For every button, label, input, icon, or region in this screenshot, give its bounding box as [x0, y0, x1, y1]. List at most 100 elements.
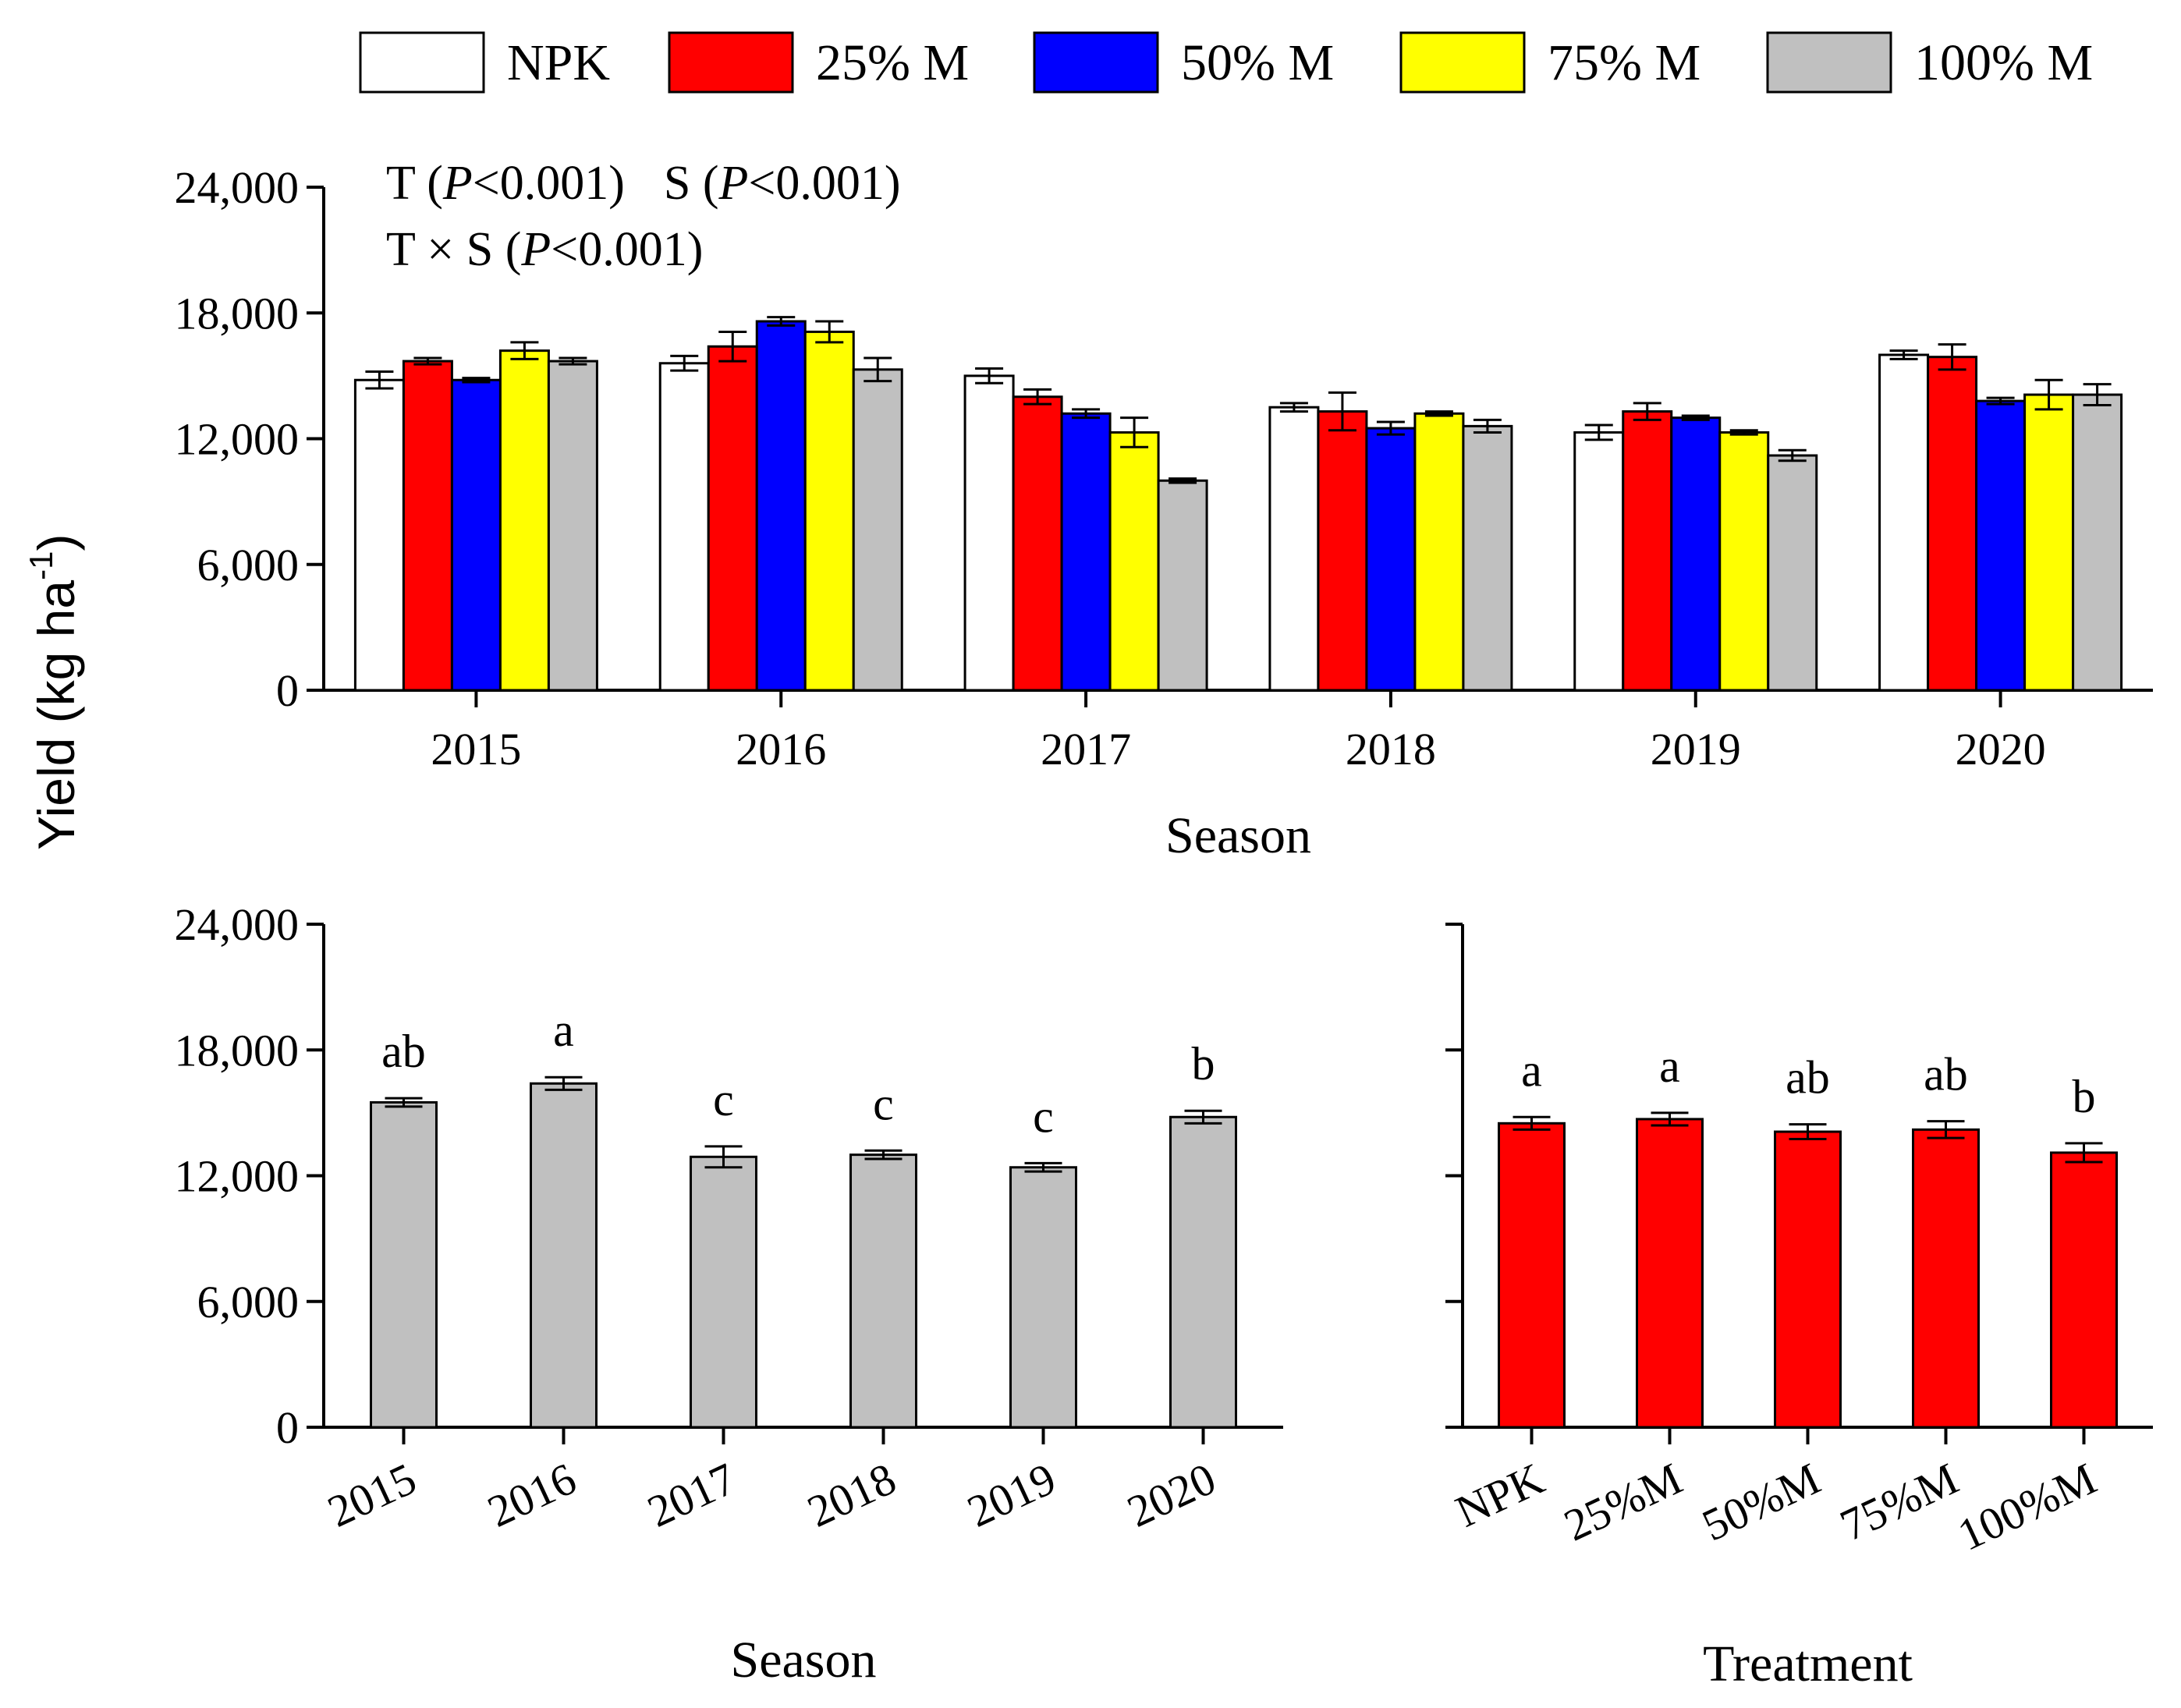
- top-bar-0-4: [547, 360, 598, 692]
- top-bar-2-4: [1157, 479, 1208, 692]
- bl-ytick-label-0: 0: [276, 1402, 299, 1453]
- bottom-right-panel: a NPK a 25%M ab 50%M ab 75%M b 100%M Treatment: [1445, 923, 2153, 1692]
- bottom-left-panel: 0 6,000 12,000 18,000 24,000 ab 2015 a 2016 c 2017…: [175, 899, 1283, 1689]
- br-bar-4: [2050, 1151, 2118, 1429]
- legend-swatch-2: [1033, 31, 1159, 94]
- bl-letter-1: a: [553, 1005, 574, 1056]
- top-bar-4-0: [1573, 431, 1625, 692]
- top-bar-4-1: [1622, 410, 1673, 692]
- stats-t: T (: [386, 157, 443, 210]
- bl-letter-5: b: [1192, 1038, 1215, 1090]
- br-xtick-label-1: 25%M: [1556, 1453, 1690, 1551]
- legend-label-4: 100% M: [1914, 34, 2093, 91]
- y-axis-title-sup: -1: [23, 551, 59, 580]
- bl-ytick-label-2: 12,000: [175, 1151, 300, 1202]
- top-bar-4-4: [1767, 454, 1818, 692]
- bl-xtick-label-1: 2016: [480, 1453, 583, 1537]
- br-bar-3: [1912, 1128, 1980, 1429]
- br-letter-0: a: [1521, 1044, 1542, 1096]
- top-bar-1-2: [755, 320, 807, 692]
- legend-label-1: 25% M: [816, 34, 969, 91]
- stats-s: S (: [664, 157, 719, 210]
- top-bar-5-1: [1927, 356, 1978, 692]
- top-bar-3-4: [1462, 424, 1513, 692]
- bl-bar-3: [849, 1153, 917, 1429]
- br-bar-0: [1498, 1122, 1566, 1429]
- y-axis-title-close: ): [27, 534, 85, 551]
- top-bar-3-0: [1268, 406, 1320, 692]
- bl-bar-4: [1009, 1166, 1077, 1429]
- br-x-axis-title: Treatment: [1703, 1635, 1913, 1692]
- stats-p3: P: [520, 223, 551, 276]
- bl-bar-5: [1169, 1115, 1237, 1429]
- stats-s-value: <0.001): [748, 157, 900, 210]
- bl-x-axis-title: Season: [731, 1632, 877, 1689]
- bl-letter-0: ab: [381, 1026, 426, 1077]
- top-ytick-label-0: 0: [276, 665, 299, 716]
- top-bar-5-0: [1878, 353, 1930, 692]
- top-xtick-label-4: 2019: [1651, 724, 1741, 774]
- bl-xtick-label-4: 2019: [959, 1453, 1063, 1537]
- br-letter-1: a: [1659, 1040, 1680, 1092]
- bl-letter-3: c: [873, 1078, 894, 1129]
- top-x-axis-title: Season: [1165, 807, 1311, 864]
- top-bar-5-2: [1975, 399, 2027, 692]
- bl-bar-0: [370, 1100, 438, 1429]
- y-axis-title-text: Yield (kg ha: [27, 580, 85, 850]
- stats-line-1: T (P<0.001) S (P<0.001): [386, 157, 901, 210]
- top-ytick-label-3: 18,000: [175, 288, 300, 338]
- br-xtick-label-3: 75%M: [1832, 1453, 1966, 1551]
- top-ytick-label-4: 24,000: [175, 162, 300, 213]
- top-bar-4-3: [1718, 431, 1770, 692]
- legend-swatch-4: [1766, 31, 1892, 94]
- top-bar-0-3: [498, 349, 550, 692]
- legend-swatch-3: [1399, 31, 1526, 94]
- top-bar-2-2: [1060, 412, 1112, 692]
- br-letter-4: b: [2073, 1071, 2096, 1122]
- legend-swatch-0: [359, 31, 485, 94]
- bl-letter-2: c: [713, 1074, 734, 1125]
- top-xtick-label-3: 2018: [1346, 724, 1436, 774]
- bl-ytick-label-4: 24,000: [175, 899, 300, 950]
- top-xtick-label-0: 2015: [431, 724, 521, 774]
- br-bar-2: [1774, 1130, 1842, 1429]
- br-letter-2: ab: [1786, 1052, 1830, 1104]
- top-bar-0-1: [402, 360, 453, 692]
- bl-bar-1: [530, 1082, 598, 1429]
- stats-p: P: [442, 157, 473, 210]
- top-xtick-label-5: 2020: [1956, 724, 2046, 774]
- legend: NPK 25% M 50% M 75% M 100% M: [359, 31, 2093, 94]
- top-xtick-label-2: 2017: [1041, 724, 1131, 774]
- stats-p2: P: [718, 157, 749, 210]
- stats-line-2: T × S (P<0.001): [386, 223, 703, 276]
- top-ytick-label-2: 12,000: [175, 414, 300, 465]
- bl-ytick-label-1: 6,000: [197, 1277, 300, 1327]
- br-xtick-label-2: 50%M: [1694, 1453, 1828, 1551]
- br-xtick-label-4: 100%M: [1950, 1453, 2104, 1561]
- stats-txs-value: <0.001): [551, 223, 703, 276]
- top-bar-0-2: [450, 378, 502, 692]
- top-bar-4-2: [1670, 416, 1722, 692]
- y-axis-title: Yield (kg ha-1): [23, 534, 85, 850]
- bl-ytick-label-3: 18,000: [175, 1025, 300, 1075]
- top-bar-5-3: [2023, 393, 2075, 692]
- stats-txs: T × S (: [386, 223, 521, 276]
- top-xtick-label-1: 2016: [736, 724, 826, 774]
- bl-xtick-label-2: 2017: [640, 1453, 743, 1537]
- top-bar-1-1: [707, 345, 758, 692]
- bl-xtick-label-0: 2015: [320, 1453, 424, 1537]
- bl-xtick-label-5: 2020: [1119, 1453, 1223, 1537]
- top-bar-1-0: [658, 362, 710, 692]
- stats-t-value: <0.001): [473, 157, 625, 210]
- top-ytick-label-1: 6,000: [197, 540, 300, 590]
- legend-label-3: 75% M: [1548, 34, 1700, 91]
- legend-label-0: NPK: [507, 34, 610, 91]
- top-bar-3-1: [1317, 410, 1368, 692]
- top-bar-5-4: [2072, 393, 2123, 692]
- top-bar-2-1: [1012, 395, 1063, 692]
- top-bar-1-4: [852, 368, 903, 692]
- bl-bar-2: [690, 1155, 757, 1429]
- br-bar-1: [1636, 1118, 1704, 1429]
- top-bar-2-3: [1108, 431, 1160, 692]
